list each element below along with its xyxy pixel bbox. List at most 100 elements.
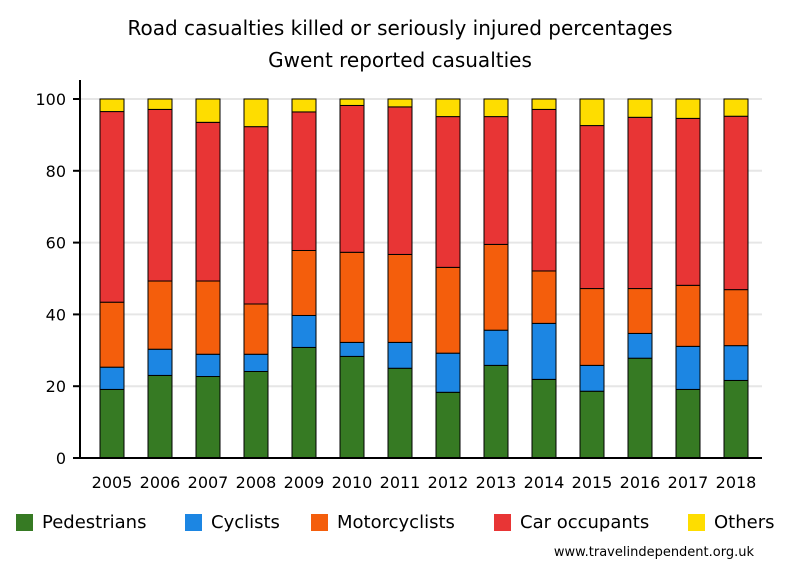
bar-others — [675, 98, 701, 119]
bar-car-occupants — [435, 116, 461, 268]
x-tick-label: 2016 — [620, 473, 661, 492]
x-tick-label: 2014 — [524, 473, 565, 492]
bar-motorcyclists — [291, 249, 317, 316]
bar-cyclists — [387, 341, 413, 369]
bar-pedestrians — [723, 379, 749, 459]
bar-motorcyclists — [435, 266, 461, 354]
bar-others — [723, 98, 749, 117]
bar-others — [531, 98, 557, 110]
x-tick-label: 2013 — [476, 473, 517, 492]
bar-pedestrians — [531, 378, 557, 459]
bar-car-occupants — [579, 125, 605, 290]
bar-car-occupants — [195, 121, 221, 282]
bar-cyclists — [531, 322, 557, 380]
bar-motorcyclists — [723, 289, 749, 347]
bar-car-occupants — [243, 126, 269, 305]
bar-pedestrians — [147, 374, 173, 459]
y-tick-label: 60 — [46, 234, 66, 253]
bar-pedestrians — [243, 370, 269, 459]
bar-car-occupants — [627, 116, 653, 290]
bar-car-occupants — [723, 115, 749, 291]
legend-label: Pedestrians — [42, 512, 147, 533]
bar-pedestrians — [627, 357, 653, 459]
legend-swatch — [185, 514, 202, 531]
bar-others — [627, 98, 653, 118]
x-tick-label: 2015 — [572, 473, 613, 492]
legend-label: Motorcyclists — [337, 512, 455, 533]
bar-cyclists — [291, 314, 317, 348]
bar-motorcyclists — [531, 270, 557, 324]
x-tick-label: 2007 — [188, 473, 229, 492]
legend-item: Car occupants — [494, 512, 649, 533]
bar-others — [195, 98, 221, 123]
bar-pedestrians — [387, 367, 413, 459]
chart-subtitle: Gwent reported casualties — [268, 48, 532, 72]
bar-car-occupants — [531, 108, 557, 272]
legend-label: Car occupants — [520, 512, 650, 533]
legend-swatch — [16, 514, 33, 531]
bar-motorcyclists — [387, 253, 413, 343]
bar-motorcyclists — [483, 243, 509, 331]
bar-cyclists — [435, 352, 461, 393]
bar-pedestrians — [195, 376, 221, 459]
legend-item: Cyclists — [185, 512, 280, 533]
bar-others — [291, 98, 317, 113]
y-tick-label: 20 — [46, 377, 66, 396]
bar-car-occupants — [483, 116, 509, 245]
x-tick-label: 2012 — [428, 473, 469, 492]
bar-pedestrians — [99, 388, 125, 459]
x-tick-label: 2011 — [380, 473, 421, 492]
bar-others — [483, 98, 509, 118]
bar-pedestrians — [483, 364, 509, 459]
bar-others — [387, 98, 413, 108]
x-tick-label: 2010 — [332, 473, 373, 492]
x-tick-label: 2008 — [236, 473, 277, 492]
bar-motorcyclists — [195, 280, 221, 355]
legend-item: Motorcyclists — [311, 512, 455, 533]
y-tick-label: 0 — [56, 449, 66, 468]
y-tick-label: 100 — [35, 90, 66, 109]
legend-swatch — [311, 514, 328, 531]
legend-label: Cyclists — [211, 512, 280, 533]
x-tick-label: 2017 — [668, 473, 709, 492]
x-tick-label: 2005 — [92, 473, 133, 492]
bar-car-occupants — [99, 111, 125, 303]
x-tick-label: 2009 — [284, 473, 325, 492]
bar-motorcyclists — [579, 288, 605, 366]
bar-cyclists — [99, 366, 125, 390]
bar-cyclists — [339, 341, 365, 357]
legend-item: Others — [688, 512, 775, 533]
legend-item: Pedestrians — [16, 512, 146, 533]
bar-cyclists — [243, 353, 269, 372]
y-tick-label: 40 — [46, 305, 66, 324]
source-credit: www.travelindependent.org.uk — [553, 545, 754, 560]
bar-motorcyclists — [675, 284, 701, 347]
bar-pedestrians — [339, 355, 365, 459]
legend-label: Others — [714, 512, 775, 533]
bar-car-occupants — [339, 104, 365, 253]
bar-motorcyclists — [627, 288, 653, 334]
bar-cyclists — [579, 364, 605, 392]
bar-car-occupants — [387, 106, 413, 255]
x-tick-label: 2006 — [140, 473, 181, 492]
bar-others — [579, 98, 605, 127]
bar-others — [243, 98, 269, 128]
legend-swatch — [494, 514, 511, 531]
bar-motorcyclists — [147, 280, 173, 350]
bar-others — [99, 98, 125, 113]
bar-others — [147, 98, 173, 110]
bar-car-occupants — [291, 111, 317, 251]
legend-swatch — [688, 514, 705, 531]
bar-pedestrians — [291, 346, 317, 459]
bar-pedestrians — [675, 388, 701, 459]
bar-motorcyclists — [339, 251, 365, 343]
bar-cyclists — [195, 353, 221, 378]
y-tick-label: 80 — [46, 162, 66, 181]
bar-pedestrians — [435, 391, 461, 459]
bar-cyclists — [483, 329, 509, 366]
bar-motorcyclists — [243, 303, 269, 355]
bar-others — [339, 98, 365, 106]
bar-car-occupants — [147, 108, 173, 282]
chart-title: Road casualties killed or seriously inju… — [127, 16, 673, 40]
